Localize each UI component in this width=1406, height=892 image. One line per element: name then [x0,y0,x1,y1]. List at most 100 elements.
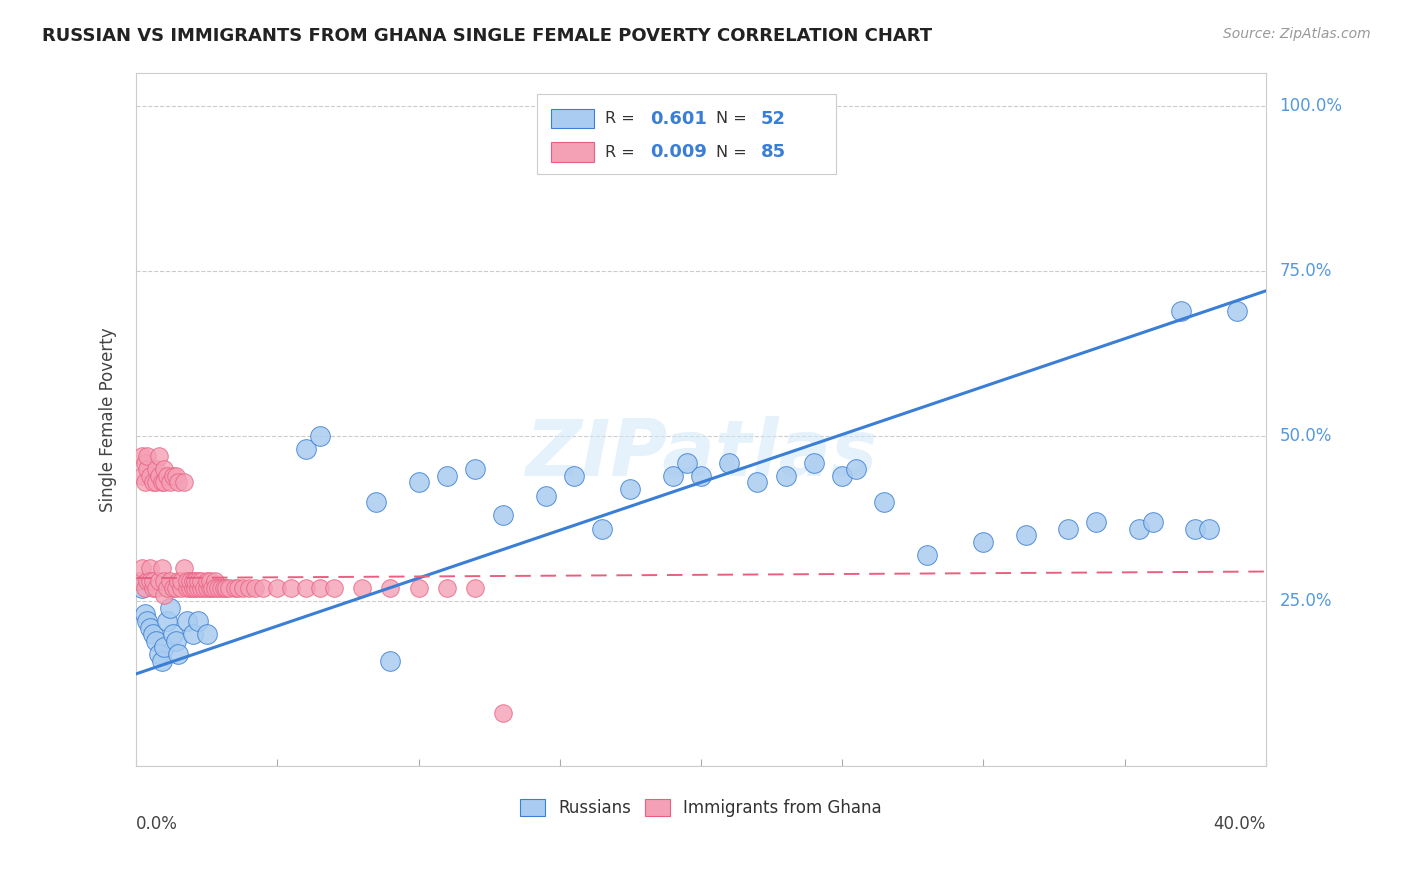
Point [492,706,515,721]
Text: N =: N = [716,145,747,160]
Point [408,475,430,490]
Text: N =: N = [716,112,747,127]
Point [252,581,274,595]
Point [224,581,246,595]
Point [845,462,868,476]
Point [226,581,249,595]
Point [181,581,204,595]
Point [131,561,153,575]
Point [142,627,165,641]
Text: Source: ZipAtlas.com: Source: ZipAtlas.com [1223,27,1371,41]
Point [198,581,221,595]
Point [145,462,167,476]
Point [134,607,156,622]
Point [159,600,181,615]
Point [184,581,207,595]
Point [187,614,209,628]
Point [162,468,184,483]
Point [150,475,173,490]
Point [176,581,198,595]
Point [162,581,184,595]
Point [156,614,179,628]
Point [690,468,713,483]
Point [153,462,176,476]
Point [1184,522,1206,536]
Point [718,456,741,470]
Text: 25.0%: 25.0% [1279,592,1331,610]
Point [153,475,176,490]
Text: 0.009: 0.009 [650,143,707,161]
Point [218,581,240,595]
Point [170,574,193,589]
Point [134,456,156,470]
Point [176,614,198,628]
Point [212,581,235,595]
Point [915,548,938,562]
Point [195,574,218,589]
Point [145,475,167,490]
Point [436,468,458,483]
Point [142,581,165,595]
Point [972,534,994,549]
Point [215,581,238,595]
Text: 0.601: 0.601 [650,110,707,128]
Point [201,581,224,595]
Point [134,581,156,595]
Point [134,475,156,490]
Point [661,468,683,483]
Point [165,581,187,595]
Point [159,475,181,490]
Point [179,574,201,589]
Text: 52: 52 [761,110,786,128]
Point [167,647,190,661]
Point [1057,522,1080,536]
Point [198,574,221,589]
Point [492,508,515,523]
Point [131,581,153,595]
Point [1170,303,1192,318]
Point [148,468,170,483]
Point [204,574,226,589]
Point [148,647,170,661]
Point [145,633,167,648]
Point [156,468,179,483]
Point [380,581,402,595]
Point [294,442,316,457]
Point [162,627,184,641]
Point [204,581,226,595]
Text: 85: 85 [761,143,786,161]
Bar [551,109,593,128]
Point [1198,522,1220,536]
Point [534,489,557,503]
Point [139,574,162,589]
Point [176,574,198,589]
Point [148,449,170,463]
Point [280,581,302,595]
Point [181,574,204,589]
Point [153,588,176,602]
Point [139,621,162,635]
Point [831,468,853,483]
Point [775,468,797,483]
Point [366,495,388,509]
Point [153,640,176,655]
Point [243,581,266,595]
Point [187,581,209,595]
Point [190,574,212,589]
Point [167,574,190,589]
Point [136,462,159,476]
Point [562,468,585,483]
Point [136,614,159,628]
Text: RUSSIAN VS IMMIGRANTS FROM GHANA SINGLE FEMALE POVERTY CORRELATION CHART: RUSSIAN VS IMMIGRANTS FROM GHANA SINGLE … [42,27,932,45]
Point [232,581,254,595]
Point [150,654,173,668]
Point [128,574,150,589]
Text: 0.0%: 0.0% [136,815,179,833]
Point [131,468,153,483]
Point [142,574,165,589]
Text: R =: R = [605,145,634,160]
Point [408,581,430,595]
Point [675,456,697,470]
Text: 40.0%: 40.0% [1213,815,1265,833]
Point [873,495,896,509]
